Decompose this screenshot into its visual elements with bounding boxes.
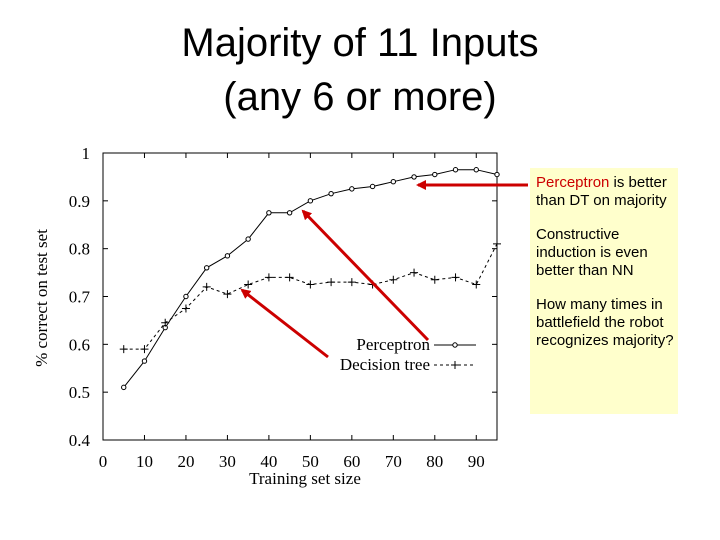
legend: Perceptron Decision tree [340, 335, 476, 374]
slide-title-line-1: Majority of 11 Inputs [181, 21, 539, 65]
data-point-decision-tree [430, 275, 439, 284]
data-point-perceptron [390, 179, 397, 185]
x-tick-label: 20 [177, 452, 194, 471]
x-tick-label: 60 [343, 452, 360, 471]
note-perceptron-better: Perceptron is better than DT on majority [536, 174, 678, 210]
x-tick-label: 80 [426, 452, 443, 471]
data-point-perceptron [266, 210, 272, 216]
x-tick-label: 40 [260, 452, 277, 471]
legend-label-decision-tree: Decision tree [340, 355, 430, 374]
data-point-decision-tree [451, 273, 460, 282]
x-tick-label: 0 [99, 452, 108, 471]
note-perceptron-highlight: Perceptron [536, 174, 610, 191]
legend-label-perceptron: Perceptron [356, 335, 430, 354]
arrow-to-decision-tree-curve [240, 288, 329, 359]
x-axis-label: Training set size [249, 469, 361, 488]
note-battlefield-question: How many times in battlefield the robot … [536, 296, 674, 349]
annotation-box: Perceptron is better than DT on majority… [530, 168, 678, 414]
y-tick-label: 0.9 [69, 192, 90, 211]
data-point-decision-tree [285, 273, 294, 282]
y-tick-label: 0.6 [69, 335, 90, 354]
data-point-perceptron [432, 171, 438, 178]
note-constructive-induction: Constructive induction is even better th… [536, 226, 648, 279]
x-tick-label: 50 [302, 452, 319, 471]
data-point-decision-tree [161, 318, 170, 327]
data-point-perceptron [349, 186, 355, 192]
data-point-decision-tree [140, 345, 149, 354]
data-point-decision-tree [347, 278, 356, 287]
data-point-perceptron [494, 171, 500, 178]
data-point-perceptron [224, 253, 231, 259]
data-point-decision-tree [181, 304, 190, 313]
data-point-perceptron [452, 167, 459, 173]
data-point-decision-tree [306, 280, 315, 289]
data-point-decision-tree [327, 278, 336, 287]
data-point-perceptron [183, 293, 189, 300]
data-point-perceptron [141, 358, 148, 364]
y-tick-label: 1 [82, 144, 91, 163]
x-tick-label: 30 [219, 452, 236, 471]
data-point-perceptron [369, 183, 376, 190]
data-point-perceptron [411, 174, 417, 180]
data-point-decision-tree [493, 239, 501, 248]
data-point-decision-tree [472, 280, 481, 289]
legend-marker-decision-tree [451, 361, 459, 369]
data-point-perceptron [203, 265, 210, 271]
x-tick-label: 90 [468, 452, 485, 471]
plot-frame [102, 152, 498, 441]
data-point-decision-tree [410, 268, 419, 277]
y-tick-label: 0.5 [69, 383, 90, 402]
y-tick-label: 0.8 [69, 240, 90, 259]
y-axis-label: % correct on test set [32, 229, 51, 367]
legend-marker-perceptron [452, 342, 458, 348]
arrow-to-perceptron-curve [301, 209, 430, 342]
y-tick-label: 0.7 [69, 288, 91, 307]
data-point-perceptron [307, 198, 314, 204]
data-point-decision-tree [389, 275, 398, 284]
data-point-decision-tree [244, 280, 253, 289]
x-tick-label: 10 [136, 452, 153, 471]
y-tick-label: 0.4 [69, 431, 91, 450]
series-line-decision-tree [123, 243, 498, 350]
data-point-perceptron [328, 190, 334, 197]
x-tick-label: 70 [385, 452, 402, 471]
data-point-decision-tree [119, 345, 128, 354]
data-point-perceptron [286, 210, 293, 216]
data-point-perceptron [121, 384, 127, 391]
data-point-perceptron [473, 167, 479, 173]
data-point-decision-tree [264, 273, 273, 282]
data-point-decision-tree [223, 290, 232, 299]
data-point-perceptron [245, 236, 251, 242]
note-perceptron-rest: is better than DT on majority [536, 174, 667, 209]
data-point-decision-tree [202, 282, 211, 291]
slide-title-line-2: (any 6 or more) [223, 75, 497, 119]
